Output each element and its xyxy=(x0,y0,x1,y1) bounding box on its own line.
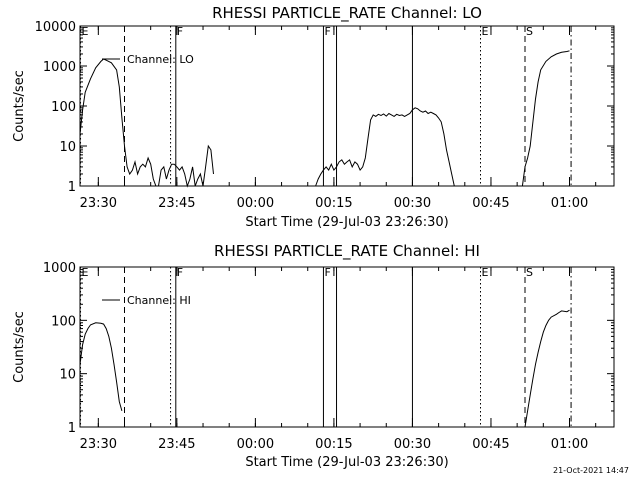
panel2-y-tick-label: 100 xyxy=(51,314,76,329)
panel1-x-tick-label: 00:30 xyxy=(394,196,431,211)
panel1-legend-label: Channel: LO xyxy=(127,53,194,66)
panel1-y-tick-label: 10000 xyxy=(35,20,76,35)
panel2-event-marker-label: F xyxy=(324,266,330,279)
panel1-y-axis-label: Counts/sec xyxy=(12,70,27,142)
panel2-x-tick-label: 23:45 xyxy=(158,437,195,452)
panel1-y-tick-label: 10 xyxy=(59,140,76,155)
panel1-x-tick-label: 01:00 xyxy=(551,196,588,211)
panel1-event-marker-label: E xyxy=(82,25,89,38)
panel2-legend-label: Channel: HI xyxy=(127,294,191,307)
panel1-data-series-line xyxy=(521,50,570,187)
panel2-y-tick-label: 1000 xyxy=(43,261,76,276)
panel2-x-tick-label: 23:30 xyxy=(80,437,117,452)
panel2-plot-frame xyxy=(79,266,615,428)
panel1-event-marker-label: F xyxy=(324,25,330,38)
panel1-x-tick-label: 00:45 xyxy=(472,196,509,211)
panel2-event-marker-label: E xyxy=(482,266,489,279)
panel1-x-tick-label: 00:00 xyxy=(237,196,274,211)
panel2-x-tick-label: 00:30 xyxy=(394,437,431,452)
panel2-event-marker-label: S xyxy=(526,266,533,279)
timestamp-label: 21-Oct-2021 14:47 xyxy=(553,466,629,475)
panel2-data-series-line xyxy=(79,322,123,412)
panel1-chart-title: RHESSI PARTICLE_RATE Channel: LO xyxy=(212,4,482,23)
panel2-event-marker-label: F xyxy=(177,266,183,279)
panel2-x-axis-label: Start Time (29-Jul-03 23:26:30) xyxy=(245,455,448,470)
panel2-y-tick-label: 1 xyxy=(68,421,76,436)
panel2-x-tick-label: 00:15 xyxy=(315,437,352,452)
panel1-y-tick-label: 1 xyxy=(68,180,76,195)
panel1-event-marker-label: S xyxy=(526,25,533,38)
panel2-event-marker-label: E xyxy=(82,266,89,279)
panel1-event-marker-label: E xyxy=(482,25,489,38)
panel1-x-tick-label: 23:30 xyxy=(80,196,117,211)
panel2-chart-title: RHESSI PARTICLE_RATE Channel: HI xyxy=(214,242,480,261)
panel1-data-series-line xyxy=(79,58,214,188)
panel2-x-tick-label: 00:00 xyxy=(237,437,274,452)
panel2-x-tick-label: 00:45 xyxy=(472,437,509,452)
panel1-x-tick-label: 00:15 xyxy=(315,196,352,211)
panel1-data-series-line xyxy=(315,107,455,187)
panel1-x-axis-label: Start Time (29-Jul-03 23:26:30) xyxy=(245,215,448,230)
panel1-x-tick-label: 23:45 xyxy=(158,196,195,211)
panel2-y-axis-label: Counts/sec xyxy=(12,311,27,383)
panel2-y-tick-label: 10 xyxy=(59,368,76,383)
panel1-y-tick-label: 100 xyxy=(51,100,76,115)
panel1-event-marker-label: F xyxy=(177,25,183,38)
panel1-y-tick-label: 1000 xyxy=(43,60,76,75)
panel2-data-series-line xyxy=(524,309,570,428)
panel2-x-tick-label: 01:00 xyxy=(551,437,588,452)
